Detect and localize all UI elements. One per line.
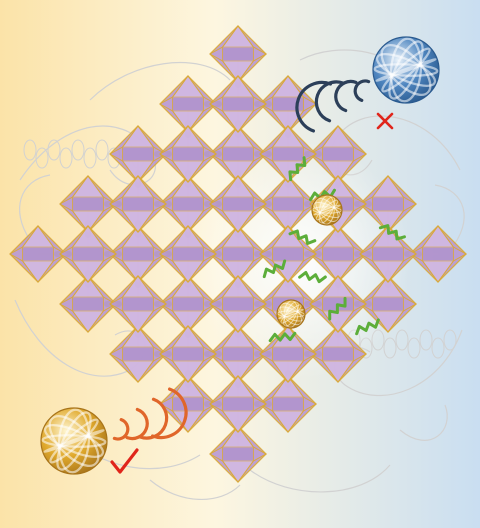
wave-arc [125, 407, 149, 441]
swirl-loop [35, 147, 49, 169]
swirl-loop [95, 139, 109, 161]
swirl-loop [47, 139, 61, 161]
swirl-line [434, 184, 465, 251]
approach-waves [112, 79, 371, 441]
wave-arc [314, 80, 345, 123]
octahedron [209, 375, 268, 433]
swirl-loop [23, 139, 37, 161]
octahedron [159, 325, 218, 383]
octahedron [109, 275, 168, 333]
guest-molecules [262, 156, 406, 343]
octahedron [259, 125, 318, 183]
wave-arc [150, 387, 188, 440]
guest-molecule [328, 296, 347, 321]
rejected-particle [372, 36, 440, 104]
guest-molecule [298, 271, 327, 284]
octahedron [109, 225, 168, 283]
octahedron [159, 175, 218, 233]
swirl-loop [407, 337, 421, 359]
guest-molecule [288, 229, 317, 246]
octahedron [359, 225, 418, 283]
swirl-loop [431, 337, 445, 359]
octahedron [309, 125, 368, 183]
octahedron [159, 75, 218, 133]
guest-molecule [355, 318, 380, 336]
guest-molecule [288, 156, 307, 182]
octahedron [359, 175, 418, 233]
swirl-loop [71, 139, 85, 161]
accept-check-icon [110, 448, 139, 474]
swirl-loop [383, 337, 397, 359]
swirl-loop [419, 329, 433, 351]
wave-arc [295, 80, 333, 133]
octahedron [59, 275, 118, 333]
metal-octahedra [9, 25, 468, 483]
octahedron [209, 25, 268, 83]
wave-arc [138, 397, 169, 440]
octahedron [209, 75, 268, 133]
octahedron [309, 225, 368, 283]
guest-molecule [268, 331, 297, 343]
swirl-line [249, 464, 391, 493]
swirl-loop [59, 147, 73, 169]
octahedron [359, 275, 418, 333]
pore-guest-small [276, 299, 306, 329]
octahedron [259, 175, 318, 233]
reject-cross-icon [376, 112, 394, 130]
swirl-line [19, 174, 51, 241]
pore-guest-small [311, 194, 343, 226]
swirl-line [399, 404, 448, 441]
octahedron [109, 325, 168, 383]
octahedron [209, 425, 268, 483]
swirl-line [89, 62, 231, 101]
octahedron [409, 225, 468, 283]
octahedron [9, 225, 68, 283]
octahedron [209, 275, 268, 333]
octahedron [209, 175, 268, 233]
wave-arc [334, 79, 358, 113]
octahedron [159, 275, 218, 333]
swirl-loop [83, 147, 97, 169]
accepted-particle [40, 407, 108, 475]
octahedron [209, 125, 268, 183]
octahedron [59, 225, 118, 283]
octahedron [109, 175, 168, 233]
octahedron [159, 375, 218, 433]
swirl-line [149, 479, 241, 501]
guest-molecule [378, 224, 406, 241]
octahedron [159, 225, 218, 283]
selectivity-marks [110, 112, 394, 474]
guest-molecule [262, 259, 287, 279]
wave-arc [112, 418, 130, 441]
wave-arc [353, 79, 371, 102]
swirl-loop [443, 329, 457, 351]
octahedron [309, 325, 368, 383]
octahedron [159, 125, 218, 183]
swirl-loop [395, 329, 409, 351]
particles [40, 36, 440, 475]
octahedron [259, 375, 318, 433]
